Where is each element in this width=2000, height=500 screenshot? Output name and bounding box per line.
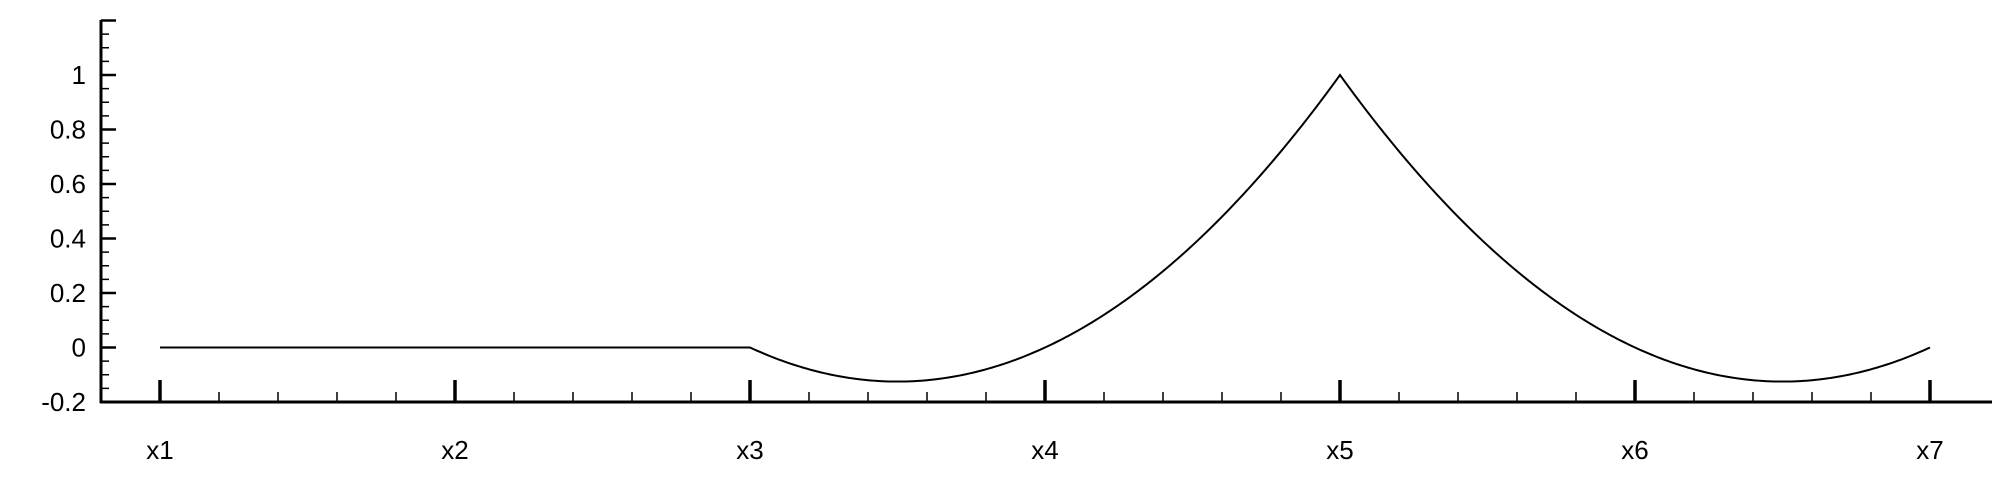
x-tick-label: x2 <box>441 435 468 465</box>
y-tick-label: 0.8 <box>50 115 86 145</box>
series-line-0 <box>160 73 1931 383</box>
y-axis-ticks: -0.2 0 0.2 0.4 0.6 0.8 1 <box>41 19 116 417</box>
y-tick-label: 0.2 <box>50 278 86 308</box>
x-tick-label: x4 <box>1031 435 1058 465</box>
x-tick-label: x7 <box>1916 435 1943 465</box>
x-tick-label: x5 <box>1326 435 1353 465</box>
axes <box>99 20 1992 404</box>
series-group <box>160 73 1931 383</box>
x-axis-ticks: x1 x2 x3 x4 x5 x6 x7 <box>146 380 1944 465</box>
y-tick-label: 0 <box>72 333 86 363</box>
x-tick-label: x6 <box>1621 435 1648 465</box>
y-tick-label: 1 <box>72 60 86 90</box>
x-tick-label: x3 <box>736 435 763 465</box>
y-tick-label: -0.2 <box>41 387 86 417</box>
y-tick-label: 0.4 <box>50 224 86 254</box>
x-tick-label: x1 <box>146 435 173 465</box>
y-tick-label: 0.6 <box>50 169 86 199</box>
